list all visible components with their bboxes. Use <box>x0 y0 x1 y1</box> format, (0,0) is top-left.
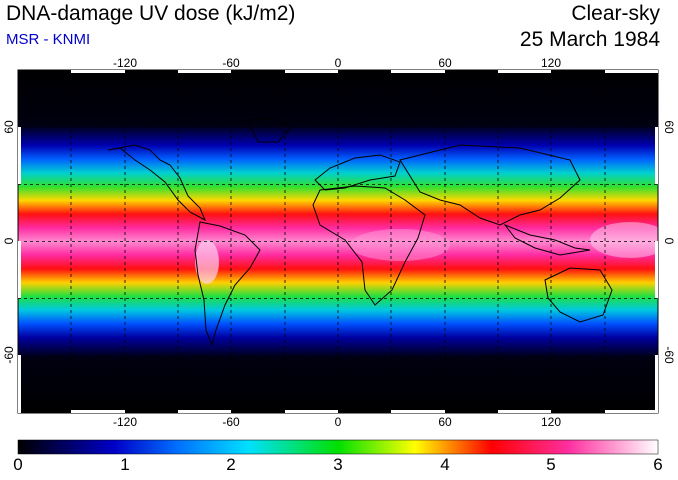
lon-tick-bottom: -120 <box>113 415 137 429</box>
asia-outline <box>399 144 581 226</box>
lat-tick-left: -60 <box>2 346 16 364</box>
lon-tick-bottom: -60 <box>222 415 240 429</box>
africa-outline <box>312 185 426 306</box>
lat-tick-right: 60 <box>662 120 676 134</box>
frame-ticks <box>18 70 658 413</box>
map-grid <box>18 70 658 413</box>
lon-tick-bottom: 0 <box>335 415 342 429</box>
map-title: DNA-damage UV dose (kJ/m2) <box>6 2 296 25</box>
colorbar-label: 0 <box>13 455 23 474</box>
colorbar-label: 2 <box>226 455 236 474</box>
lon-tick-top: 0 <box>335 56 342 70</box>
scenario-label: Clear-sky <box>571 2 660 25</box>
colorbar-label: 5 <box>546 455 556 474</box>
southeast-asia-outline <box>503 223 591 256</box>
colorbar-label: 1 <box>120 455 130 474</box>
lon-tick-bottom: 60 <box>438 415 452 429</box>
lat-tick-right: -60 <box>662 346 676 364</box>
lon-tick-top: 60 <box>438 56 452 70</box>
lon-tick-bottom: 120 <box>541 415 561 429</box>
lon-tick-top: -60 <box>222 56 240 70</box>
lon-tick-top: -120 <box>113 56 137 70</box>
colorbar-label: 4 <box>440 455 450 474</box>
colorbar-label: 3 <box>333 455 343 474</box>
lat-tick-left: 0 <box>2 237 16 244</box>
lon-tick-top: 120 <box>541 56 561 70</box>
colorbar <box>17 439 659 455</box>
andes-highlight <box>195 240 219 284</box>
australia-outline <box>544 267 613 323</box>
lat-tick-left: 60 <box>2 120 16 134</box>
source-label: MSR - KNMI <box>6 31 91 48</box>
north-america-outline <box>107 144 206 222</box>
lat-tick-right: 0 <box>662 238 676 245</box>
colorbar-label: 6 <box>653 455 663 474</box>
africa-highlight <box>350 229 450 261</box>
greenland-outline <box>247 117 291 143</box>
date-label: 25 March 1984 <box>519 28 660 51</box>
asia-highlight <box>590 222 658 258</box>
south-america-outline <box>194 221 261 347</box>
europe-outline <box>314 154 401 191</box>
